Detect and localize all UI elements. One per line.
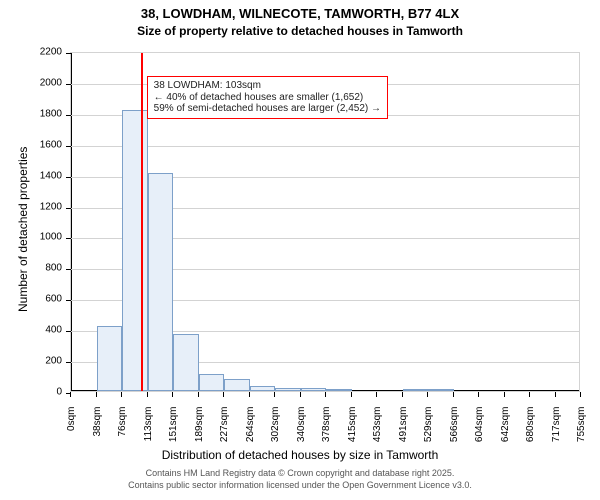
y-tick-mark — [66, 115, 71, 116]
x-tick-mark — [529, 392, 530, 397]
x-tick-label: 529sqm — [423, 407, 434, 459]
x-tick-mark — [198, 392, 199, 397]
x-tick-label: 378sqm — [321, 407, 332, 459]
histogram-bar — [250, 386, 276, 391]
x-tick-label: 38sqm — [92, 407, 103, 459]
x-tick-mark — [249, 392, 250, 397]
y-tick-label: 200 — [45, 356, 62, 367]
histogram-bar — [173, 334, 199, 391]
x-tick-mark — [325, 392, 326, 397]
y-tick-mark — [66, 146, 71, 147]
y-tick-label: 1000 — [40, 232, 62, 243]
x-tick-label: 491sqm — [398, 407, 409, 459]
x-tick-label: 302sqm — [270, 407, 281, 459]
x-tick-mark — [70, 392, 71, 397]
y-tick-mark — [66, 331, 71, 332]
x-tick-mark — [376, 392, 377, 397]
histogram-bar — [275, 388, 301, 391]
x-tick-mark — [555, 392, 556, 397]
x-tick-mark — [96, 392, 97, 397]
plot-area: 38 LOWDHAM: 103sqm← 40% of detached hous… — [70, 52, 580, 392]
x-tick-mark — [274, 392, 275, 397]
x-tick-mark — [223, 392, 224, 397]
annotation-title: 38 LOWDHAM: 103sqm — [154, 80, 381, 92]
y-tick-mark — [66, 177, 71, 178]
x-tick-mark — [121, 392, 122, 397]
x-tick-mark — [504, 392, 505, 397]
y-tick-mark — [66, 300, 71, 301]
y-tick-label: 1200 — [40, 201, 62, 212]
y-tick-mark — [66, 238, 71, 239]
x-tick-mark — [172, 392, 173, 397]
x-tick-mark — [580, 392, 581, 397]
y-tick-label: 600 — [45, 294, 62, 305]
x-tick-label: 566sqm — [449, 407, 460, 459]
y-tick-mark — [66, 362, 71, 363]
caption-line1: Contains HM Land Registry data © Crown c… — [0, 468, 600, 478]
annotation-line-larger: 59% of semi-detached houses are larger (… — [154, 103, 381, 115]
y-tick-label: 0 — [56, 387, 62, 398]
x-tick-mark — [427, 392, 428, 397]
x-tick-label: 755sqm — [576, 407, 587, 459]
x-tick-label: 453sqm — [372, 407, 383, 459]
x-tick-label: 415sqm — [347, 407, 358, 459]
annotation-box: 38 LOWDHAM: 103sqm← 40% of detached hous… — [147, 76, 388, 119]
histogram-bar — [224, 379, 250, 391]
caption-line2: Contains public sector information licen… — [0, 480, 600, 490]
x-tick-label: 264sqm — [245, 407, 256, 459]
y-tick-mark — [66, 84, 71, 85]
y-tick-label: 1600 — [40, 139, 62, 150]
histogram-bar — [199, 374, 225, 391]
y-tick-label: 1800 — [40, 108, 62, 119]
property-marker-line — [141, 53, 143, 391]
x-tick-mark — [300, 392, 301, 397]
x-tick-mark — [147, 392, 148, 397]
y-tick-mark — [66, 269, 71, 270]
histogram-bar — [301, 388, 327, 391]
y-tick-label: 2000 — [40, 77, 62, 88]
y-tick-mark — [66, 53, 71, 54]
x-tick-mark — [351, 392, 352, 397]
y-axis-line — [71, 53, 72, 391]
x-tick-label: 0sqm — [66, 407, 77, 459]
x-tick-label: 717sqm — [551, 407, 562, 459]
x-tick-label: 642sqm — [500, 407, 511, 459]
histogram-bar — [428, 389, 454, 391]
x-tick-mark — [453, 392, 454, 397]
y-tick-label: 800 — [45, 263, 62, 274]
y-tick-mark — [66, 208, 71, 209]
annotation-line-smaller: ← 40% of detached houses are smaller (1,… — [154, 92, 381, 104]
x-tick-mark — [478, 392, 479, 397]
histogram-bar — [122, 110, 148, 391]
chart-container: 38, LOWDHAM, WILNECOTE, TAMWORTH, B77 4L… — [0, 0, 600, 500]
y-tick-label: 1400 — [40, 170, 62, 181]
y-axis-label: Number of detached properties — [16, 147, 30, 312]
chart-title-line1: 38, LOWDHAM, WILNECOTE, TAMWORTH, B77 4L… — [0, 6, 600, 21]
x-tick-label: 227sqm — [219, 407, 230, 459]
x-tick-mark — [402, 392, 403, 397]
x-tick-label: 76sqm — [117, 407, 128, 459]
y-tick-label: 2200 — [40, 47, 62, 58]
x-tick-label: 340sqm — [296, 407, 307, 459]
histogram-bar — [148, 173, 174, 391]
x-tick-label: 604sqm — [474, 407, 485, 459]
x-tick-label: 113sqm — [143, 407, 154, 459]
y-tick-label: 400 — [45, 325, 62, 336]
histogram-bar — [326, 389, 352, 391]
histogram-bar — [97, 326, 123, 391]
histogram-bar — [403, 389, 429, 391]
x-tick-label: 189sqm — [194, 407, 205, 459]
chart-title-line2: Size of property relative to detached ho… — [0, 24, 600, 38]
x-tick-label: 151sqm — [168, 407, 179, 459]
x-tick-label: 680sqm — [525, 407, 536, 459]
